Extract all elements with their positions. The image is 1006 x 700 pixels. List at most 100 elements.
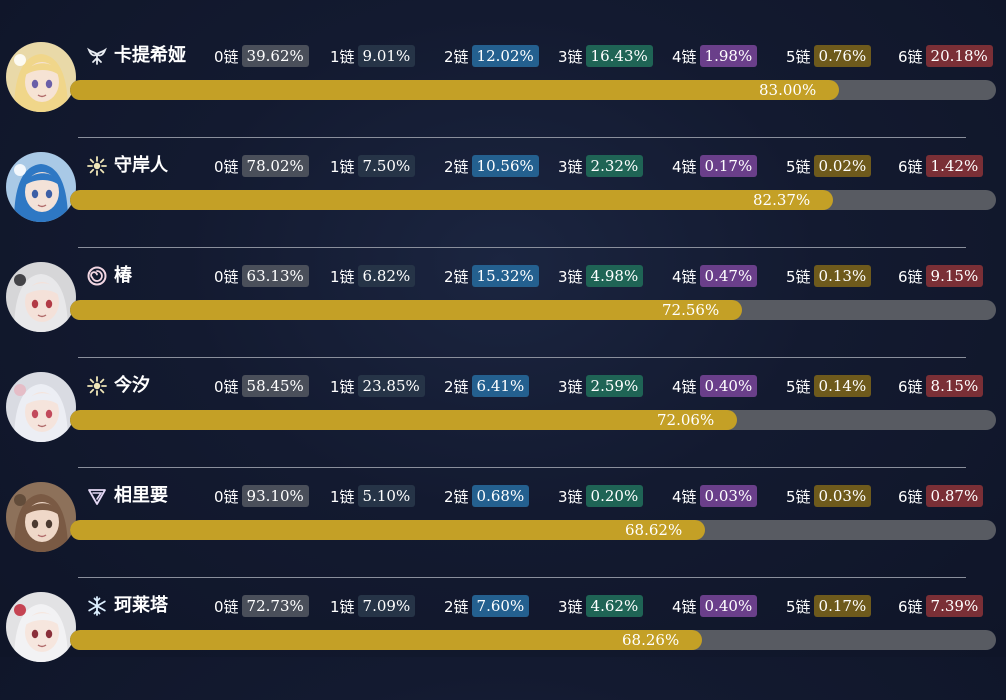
chain-3-value: 4.98% [585, 265, 644, 287]
chain-1-label: 1链 [330, 157, 355, 176]
ownership-label: 82.37% [753, 191, 811, 209]
chain-2-stat: 2链 12.02% [444, 44, 539, 68]
chain-5-value: 0.76% [813, 45, 872, 67]
chain-1-stat: 1链 6.82% [330, 264, 416, 288]
chain-3-label: 3链 [558, 157, 583, 176]
chain-1-label: 1链 [330, 47, 355, 66]
character-row: 相里要 0链 93.10% 1链 5.10% 2链 0.68% 3链 0.20% 4链 0.03%… [0, 480, 1006, 590]
chain-3-stat: 3链 16.43% [558, 44, 653, 68]
electro-claw-icon [86, 485, 108, 507]
chain-0-stat: 0链 93.10% [214, 484, 309, 508]
chain-1-label: 1链 [330, 267, 355, 286]
chain-0-label: 0链 [214, 47, 239, 66]
character-name: 相里要 [114, 485, 168, 506]
ownership-bar-fill [70, 80, 839, 100]
chain-5-value: 0.17% [813, 595, 872, 617]
chain-2-label: 2链 [444, 487, 469, 506]
character-name: 椿 [114, 265, 132, 286]
chain-0-label: 0链 [214, 157, 239, 176]
chain-2-value: 15.32% [471, 265, 539, 287]
chain-5-label: 5链 [786, 47, 811, 66]
ownership-label: 68.26% [622, 631, 680, 649]
chain-2-stat: 2链 7.60% [444, 594, 530, 618]
chain-2-label: 2链 [444, 597, 469, 616]
chain-5-stat: 5链 0.14% [786, 374, 872, 398]
chain-0-stat: 0链 78.02% [214, 154, 309, 178]
chain-4-value: 1.98% [699, 45, 758, 67]
chain-5-label: 5链 [786, 487, 811, 506]
chain-1-label: 1链 [330, 597, 355, 616]
chain-4-label: 4链 [672, 487, 697, 506]
chain-4-value: 0.17% [699, 155, 758, 177]
havoc-swirl-icon [86, 265, 108, 287]
row-divider [78, 357, 966, 358]
chain-5-label: 5链 [786, 377, 811, 396]
row-divider [78, 137, 966, 138]
chain-4-label: 4链 [672, 157, 697, 176]
chain-5-stat: 5链 0.13% [786, 264, 872, 288]
chain-2-stat: 2链 15.32% [444, 264, 539, 288]
chain-3-label: 3链 [558, 377, 583, 396]
chain-6-value: 8.15% [925, 375, 984, 397]
chain-0-stat: 0链 72.73% [214, 594, 309, 618]
chain-3-stat: 3链 2.32% [558, 154, 644, 178]
aero-wing-icon [86, 45, 108, 67]
ownership-bar: 68.26% [70, 630, 996, 650]
chain-6-stat: 6链 9.15% [898, 264, 984, 288]
chain-4-value: 0.40% [699, 375, 758, 397]
chain-5-value: 0.14% [813, 375, 872, 397]
chain-4-label: 4链 [672, 47, 697, 66]
chain-3-label: 3链 [558, 597, 583, 616]
ownership-bar: 82.37% [70, 190, 996, 210]
chain-4-stat: 4链 0.47% [672, 264, 758, 288]
chain-6-label: 6链 [898, 487, 923, 506]
character-row: 今汐 0链 58.45% 1链 23.85% 2链 6.41% 3链 2.59% 4链 0.40%… [0, 370, 1006, 480]
chain-6-value: 20.18% [925, 45, 993, 67]
chain-3-value: 4.62% [585, 595, 644, 617]
ownership-bar-fill [70, 190, 833, 210]
chain-6-label: 6链 [898, 377, 923, 396]
chain-4-stat: 4链 0.03% [672, 484, 758, 508]
chain-1-stat: 1链 9.01% [330, 44, 416, 68]
row-divider [78, 577, 966, 578]
chain-3-value: 16.43% [585, 45, 653, 67]
chain-3-stat: 3链 4.62% [558, 594, 644, 618]
chain-4-label: 4链 [672, 597, 697, 616]
row-divider [78, 247, 966, 248]
chain-4-value: 0.47% [699, 265, 758, 287]
character-name: 守岸人 [114, 155, 168, 176]
chain-0-value: 72.73% [241, 595, 309, 617]
chain-5-label: 5链 [786, 267, 811, 286]
chain-0-value: 93.10% [241, 485, 309, 507]
chain-2-value: 7.60% [471, 595, 530, 617]
chain-5-label: 5链 [786, 157, 811, 176]
chain-4-label: 4链 [672, 377, 697, 396]
chain-0-value: 39.62% [241, 45, 309, 67]
chain-1-value: 7.50% [357, 155, 416, 177]
chain-5-stat: 5链 0.76% [786, 44, 872, 68]
ownership-bar-fill [70, 300, 742, 320]
chain-5-value: 0.02% [813, 155, 872, 177]
chain-4-stat: 4链 0.17% [672, 154, 758, 178]
spectro-star-icon [86, 375, 108, 397]
chain-3-value: 2.59% [585, 375, 644, 397]
glacio-snowflake-icon [86, 595, 108, 617]
ownership-label: 83.00% [759, 81, 817, 99]
chain-1-stat: 1链 7.09% [330, 594, 416, 618]
character-name: 卡提希娅 [114, 45, 186, 66]
character-row: 椿 0链 63.13% 1链 6.82% 2链 15.32% 3链 4.98% 4链 0.47% 5… [0, 260, 1006, 370]
chain-6-label: 6链 [898, 597, 923, 616]
chain-6-stat: 6链 20.18% [898, 44, 993, 68]
chain-3-label: 3链 [558, 487, 583, 506]
chain-3-stat: 3链 4.98% [558, 264, 644, 288]
chain-0-stat: 0链 39.62% [214, 44, 309, 68]
chain-4-value: 0.03% [699, 485, 758, 507]
ownership-bar-fill [70, 520, 705, 540]
character-name: 今汐 [114, 375, 150, 396]
chain-5-stat: 5链 0.17% [786, 594, 872, 618]
chain-6-stat: 6链 1.42% [898, 154, 984, 178]
chain-4-stat: 4链 1.98% [672, 44, 758, 68]
row-divider [78, 467, 966, 468]
avatar-brown-hair-portrait [6, 482, 76, 552]
spectro-star-icon [86, 155, 108, 177]
